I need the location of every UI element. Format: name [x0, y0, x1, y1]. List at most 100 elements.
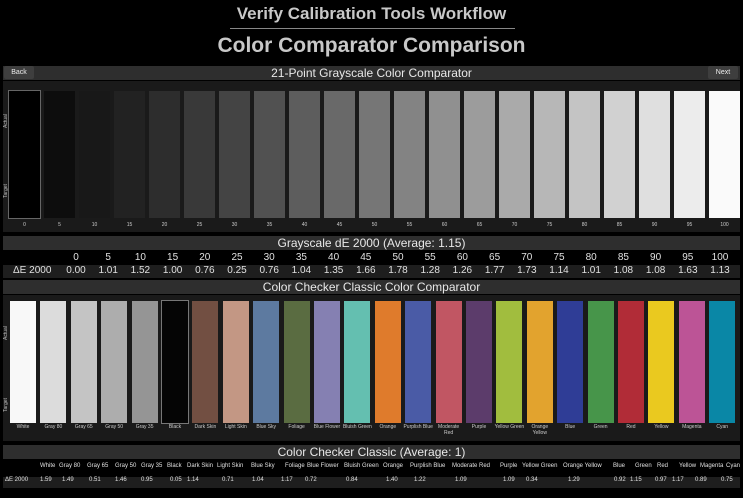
grayscale-de-header-cell: 5	[105, 252, 111, 263]
checker-de-header-cell: Orange Yellow	[563, 463, 602, 469]
checker-swatch	[618, 301, 644, 423]
checker-swatch-label: Green	[593, 424, 608, 430]
grayscale-de-value-cell: 0.76	[259, 265, 279, 276]
grayscale-swatch	[114, 91, 145, 218]
grayscale-de-header-cell: 65	[489, 252, 501, 263]
checker-swatch	[222, 301, 249, 423]
grayscale-swatch-label: 10	[91, 222, 98, 228]
checker-swatch-label: Gray 35	[135, 424, 154, 430]
grayscale-swatch-label: 65	[476, 222, 483, 228]
checker-de-value-row: ΔE 2000 1.59 1.49 0.51 1.46 0.95 0.05 1.14 0.71…	[3, 477, 740, 488]
grayscale-de-value-cell: 1.08	[613, 265, 634, 276]
checker-swatch-label: Orange	[379, 424, 397, 430]
checker-de-value-cell: 0.51	[89, 477, 101, 483]
checker-swatch	[283, 301, 310, 423]
checker-de-value-cell: 0.97	[655, 477, 667, 483]
grayscale-swatch	[604, 91, 635, 218]
grayscale-swatch-label: 45	[336, 222, 343, 228]
checker-de-title: Color Checker Classic (Average: 1)	[277, 445, 466, 459]
checker-de-value-cell: 1.22	[414, 477, 426, 483]
page-title: Color Comparator Comparison	[217, 34, 526, 57]
grayscale-swatch	[534, 91, 565, 218]
grayscale-de-value-cell: 0.25	[227, 265, 247, 276]
checker-de-header-cell: Cyan	[726, 463, 741, 469]
grayscale-swatch-label: 30	[231, 222, 238, 228]
grayscale-swatch	[639, 91, 670, 218]
checker-swatch-label: Moderate Red	[438, 424, 460, 436]
checker-swatch-label: Foliage	[288, 424, 305, 430]
checker-de-value-cell: 0.71	[222, 477, 234, 483]
checker-de-value-cell: 1.09	[503, 477, 515, 483]
grayscale-de-header-cell: 15	[167, 252, 179, 263]
checker-section-title: Color Checker Classic Color Comparator	[262, 280, 481, 294]
grayscale-swatch	[149, 91, 180, 218]
checker-swatch	[70, 301, 97, 423]
checker-de-header-cell: Purplish Blue	[410, 463, 446, 469]
grayscale-de-value-cell: 1.63	[678, 265, 698, 276]
checker-swatch	[496, 301, 523, 423]
checker-de-header-cell: Gray 80	[59, 463, 81, 469]
checker-target-label: Target	[3, 398, 9, 412]
grayscale-swatch	[324, 91, 355, 218]
grayscale-swatch	[44, 91, 75, 218]
checker-swatch-label: Gray 50	[105, 424, 124, 430]
checker-de-header: Color Checker Classic (Average: 1)	[3, 445, 740, 459]
checker-swatch	[587, 301, 614, 423]
checker-swatch-label: White	[16, 424, 30, 430]
grayscale-de-header-cell: 75	[553, 252, 565, 263]
grayscale-de-header-cell: 90	[650, 252, 662, 263]
grayscale-de-value-cell: 1.77	[484, 265, 505, 276]
checker-swatch-label: Blue Sky	[256, 424, 277, 430]
grayscale-de-header-row: 0 5 10 15 20 25 30 35 40 45 50 55 60 65 70 75 80 85 90 95 10…	[3, 252, 740, 265]
checker-swatch	[678, 301, 705, 423]
checker-de-value-cell: 1.04	[252, 477, 264, 483]
grayscale-de-header-cell: 40	[328, 252, 340, 263]
grayscale-swatch-label: 35	[266, 222, 273, 228]
checker-de-header-cell: Green	[635, 463, 652, 469]
checker-de-value-cell: 1.29	[568, 477, 580, 483]
grayscale-de-value-cell: 1.08	[645, 265, 666, 276]
grayscale-de-header-cell: 55	[424, 252, 436, 263]
next-button[interactable]: Next	[708, 66, 738, 79]
checker-swatch-label: Gray 80	[44, 424, 63, 430]
checker-swatch	[40, 301, 67, 423]
checker-swatch	[648, 301, 675, 423]
grayscale-de-header-cell: 95	[682, 252, 694, 263]
grayscale-de-value-cell: 1.28	[420, 265, 440, 276]
checker-de-header-row: White Gray 80 Gray 65 Gray 50 Gray 35 Black Da…	[3, 463, 740, 474]
checker-de-header-cell: Magenta	[700, 463, 724, 469]
grayscale-de-header-cell: 25	[231, 252, 243, 263]
checker-de-header-cell: Blue Sky	[251, 463, 275, 469]
checker-swatch	[314, 301, 340, 423]
grayscale-swatch	[219, 91, 250, 218]
checker-swatch-label: Purple	[471, 424, 487, 430]
checker-de-header-cell: Moderate Red	[452, 463, 491, 469]
checker-swatch-label: Red	[626, 424, 636, 430]
grayscale-swatch-label: 95	[686, 222, 693, 228]
checker-de-header-cell: Gray 50	[115, 463, 137, 469]
grayscale-swatch-label: 60	[441, 222, 448, 228]
checker-swatch-label: Dark Skin	[194, 424, 217, 430]
grayscale-swatch	[464, 91, 495, 218]
grayscale-de-value-cell: 1.14	[549, 265, 569, 276]
grayscale-section-title: 21-Point Grayscale Color Comparator	[271, 66, 472, 80]
grayscale-de-value-cell: 1.73	[517, 265, 537, 276]
checker-swatch-label: Blue Flower	[313, 424, 341, 430]
title-divider	[230, 28, 515, 29]
grayscale-swatch-label: 40	[301, 222, 308, 228]
checker-actual-label: Actual	[3, 326, 9, 340]
checker-de-header-cell: Blue	[613, 463, 626, 469]
checker-de-header-cell: Bluish Green	[344, 463, 379, 469]
grayscale-swatch-label: 0	[23, 222, 26, 228]
checker-de-row-label: ΔE 2000	[5, 477, 29, 483]
checker-de-header-cell: Blue Flower	[307, 463, 339, 469]
checker-de-value-cell: 1.17	[672, 477, 684, 483]
grayscale-swatch	[499, 91, 530, 218]
grayscale-swatch-label: 50	[371, 222, 378, 228]
checker-de-value-cell: 1.09	[455, 477, 467, 483]
grayscale-de-row-label: ΔE 2000	[13, 265, 52, 276]
checker-swatch-label: Blue	[565, 424, 576, 430]
grayscale-de-header-cell: 70	[521, 252, 533, 263]
grayscale-swatch	[289, 91, 320, 218]
back-button[interactable]: Back	[4, 66, 34, 79]
